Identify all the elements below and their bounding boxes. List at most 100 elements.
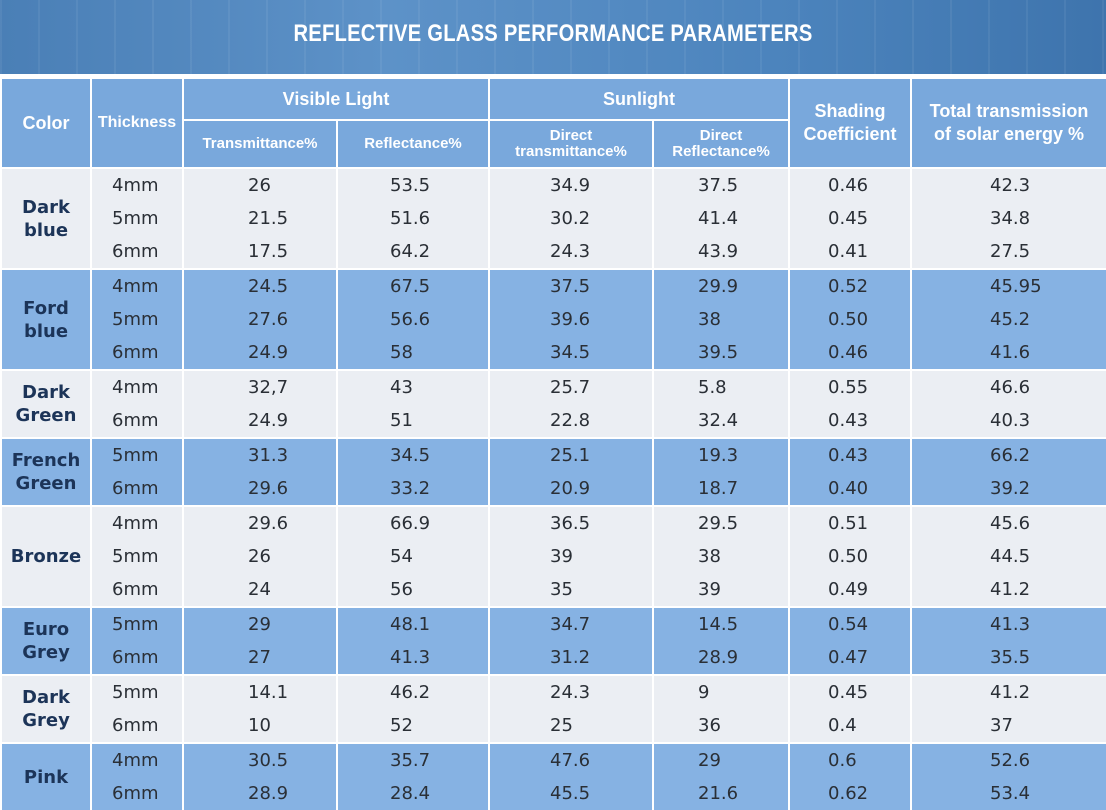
cell-shading-coefficient: 0.54 [788, 606, 913, 641]
color-name-line1: Dark [22, 196, 70, 218]
cell-thickness: 6mm [90, 336, 184, 370]
page-title: REFLECTIVE GLASS PERFORMANCE PARAMETERS [293, 20, 813, 47]
cell-visible-transmittance: 29.6 [182, 505, 338, 540]
color-name-line2: blue [23, 320, 69, 342]
cell-visible-transmittance: 27.6 [182, 303, 338, 336]
cell-visible-transmittance: 28.9 [182, 777, 338, 810]
color-name-line1: French [11, 450, 81, 471]
cell-visible-transmittance: 27 [182, 641, 338, 675]
cell-direct-transmittance: 36.5 [488, 505, 654, 540]
cell-thickness: 5mm [90, 303, 184, 336]
cell-shading-coefficient: 0.46 [788, 336, 913, 370]
cell-direct-transmittance: 35 [488, 573, 654, 607]
cell-direct-reflectance: 38 [651, 303, 791, 336]
cell-shading-coefficient: 0.55 [788, 369, 913, 404]
cell-thickness: 6mm [90, 235, 184, 269]
cell-direct-transmittance: 31.2 [488, 641, 654, 675]
cell-shading-coefficient: 0.6 [788, 742, 913, 777]
cell-shading-coefficient: 0.43 [788, 404, 913, 438]
cell-total-transmission: 46.6 [910, 369, 1106, 404]
color-name-line1: Pink [23, 766, 69, 788]
header-total-line2: of solar energy % [933, 124, 1085, 144]
cell-direct-reflectance: 28.9 [651, 641, 791, 675]
cell-thickness: 5mm [90, 202, 184, 235]
cell-total-transmission: 52.6 [910, 742, 1106, 777]
title-divider [0, 74, 1106, 77]
color-name-line1: Dark [22, 687, 70, 708]
cell-direct-reflectance: 14.5 [651, 606, 791, 641]
color-name-line2: Grey [22, 642, 70, 663]
cell-total-transmission: 45.95 [910, 268, 1106, 303]
cell-visible-reflectance: 54 [336, 540, 490, 573]
cell-visible-transmittance: 10 [182, 709, 338, 743]
header-direct-t-line1: Direct [549, 127, 593, 144]
cell-direct-transmittance: 25.7 [488, 369, 654, 404]
header-direct-r-line1: Direct [699, 127, 743, 144]
color-name-line1: Euro [22, 619, 70, 640]
header-direct-t-line2: transmittance% [515, 143, 627, 160]
cell-direct-reflectance: 29.9 [651, 268, 791, 303]
cell-total-transmission: 41.2 [910, 573, 1106, 607]
cell-direct-transmittance: 34.9 [488, 167, 654, 202]
cell-direct-reflectance: 9 [651, 674, 791, 709]
cell-shading-coefficient: 0.62 [788, 777, 913, 810]
cell-shading-coefficient: 0.43 [788, 437, 913, 472]
cell-thickness: 4mm [90, 369, 184, 404]
color-name-line2: Grey [22, 710, 70, 731]
table-row: 6mm 29.6 33.2 20.9 18.7 0.40 39.2 [1, 472, 1106, 506]
cell-visible-transmittance: 21.5 [182, 202, 338, 235]
cell-direct-reflectance: 29.5 [651, 505, 791, 540]
cell-shading-coefficient: 0.45 [788, 674, 913, 709]
cell-total-transmission: 35.5 [910, 641, 1106, 675]
header-direct-transmittance: Direct transmittance% [488, 119, 654, 169]
table-row: 6mm 24.9 58 34.5 39.5 0.46 41.6 [1, 336, 1106, 370]
cell-visible-reflectance: 51.6 [336, 202, 490, 235]
cell-shading-coefficient: 0.51 [788, 505, 913, 540]
cell-thickness: 6mm [90, 777, 184, 810]
color-group: Dark blue 4mm 26 53.5 34.9 37.5 0.46 42.3 5mm 21.5… [0, 167, 1106, 269]
cell-visible-reflectance: 28.4 [336, 777, 490, 810]
cell-direct-reflectance: 21.6 [651, 777, 791, 810]
cell-visible-reflectance: 58 [336, 336, 490, 370]
cell-direct-reflectance: 18.7 [651, 472, 791, 506]
header-total-line1: Total transmission [929, 101, 1089, 121]
cell-total-transmission: 42.3 [910, 167, 1106, 202]
cell-visible-transmittance: 24.9 [182, 404, 338, 438]
header-shading-line1: Shading [814, 101, 886, 121]
header-transmittance: Transmittance% [182, 119, 338, 169]
cell-visible-reflectance: 56.6 [336, 303, 490, 336]
header-visible-light: Visible Light [182, 77, 490, 121]
cell-shading-coefficient: 0.4 [788, 709, 913, 743]
cell-total-transmission: 39.2 [910, 472, 1106, 506]
color-name-line1: Ford [23, 297, 69, 319]
cell-visible-reflectance: 51 [336, 404, 490, 438]
header-color: Color [0, 77, 92, 169]
cell-visible-reflectance: 46.2 [336, 674, 490, 709]
cell-color-name: Pink [0, 742, 92, 810]
table-row: 6mm 24 56 35 39 0.49 41.2 [1, 573, 1106, 607]
cell-shading-coefficient: 0.49 [788, 573, 913, 607]
header-reflectance: Reflectance% [336, 119, 490, 169]
cell-direct-reflectance: 41.4 [651, 202, 791, 235]
table-row: 6mm 28.9 28.4 45.5 21.6 0.62 53.4 [1, 777, 1106, 810]
color-group: Bronze 4mm 29.6 66.9 36.5 29.5 0.51 45.6 5mm 26 54… [0, 505, 1106, 607]
cell-direct-transmittance: 22.8 [488, 404, 654, 438]
cell-color-name: Dark blue [0, 167, 92, 269]
cell-visible-transmittance: 26 [182, 540, 338, 573]
table-row: Dark Green 4mm 32,7 43 25.7 5.8 0.55 46.6 [0, 369, 1106, 438]
header-total-transmission: Total transmission of solar energy % [910, 77, 1106, 169]
cell-color-name: Ford blue [0, 268, 92, 370]
cell-direct-transmittance: 47.6 [488, 742, 654, 777]
cell-total-transmission: 41.6 [910, 336, 1106, 370]
cell-direct-transmittance: 30.2 [488, 202, 654, 235]
cell-thickness: 6mm [90, 404, 184, 438]
color-name-line2: Green [15, 473, 77, 494]
cell-visible-reflectance: 67.5 [336, 268, 490, 303]
cell-direct-reflectance: 29 [651, 742, 791, 777]
cell-total-transmission: 53.4 [910, 777, 1106, 810]
table-row: 5mm 26 54 39 38 0.50 44.5 [1, 540, 1106, 573]
cell-total-transmission: 41.2 [910, 674, 1106, 709]
cell-direct-reflectance: 39 [651, 573, 791, 607]
cell-visible-transmittance: 24.5 [182, 268, 338, 303]
